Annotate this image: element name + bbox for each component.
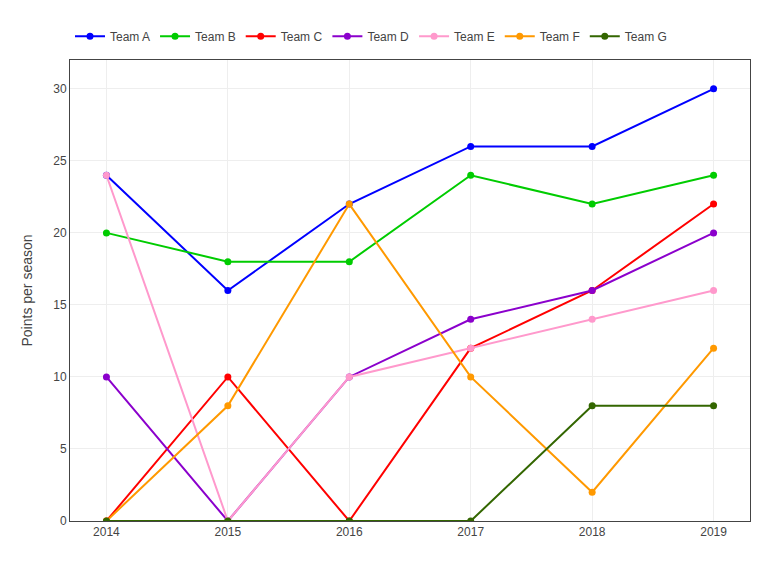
svg-text:10: 10 [53, 370, 67, 384]
svg-text:2016: 2016 [336, 525, 363, 539]
svg-text:15: 15 [53, 298, 67, 312]
svg-text:Team D: Team D [367, 30, 409, 44]
svg-text:25: 25 [53, 154, 67, 168]
svg-text:2014: 2014 [93, 525, 120, 539]
svg-text:5: 5 [60, 442, 67, 456]
svg-text:30: 30 [53, 82, 67, 96]
svg-text:2015: 2015 [215, 525, 242, 539]
svg-text:0: 0 [60, 514, 67, 528]
svg-text:Team E: Team E [454, 30, 495, 44]
svg-text:Team A: Team A [110, 30, 150, 44]
svg-text:2018: 2018 [579, 525, 606, 539]
svg-text:Team G: Team G [625, 30, 667, 44]
svg-text:2017: 2017 [457, 525, 484, 539]
svg-text:Team C: Team C [281, 30, 323, 44]
svg-text:Points per season: Points per season [19, 234, 35, 346]
svg-text:20: 20 [53, 226, 67, 240]
svg-text:Team F: Team F [540, 30, 580, 44]
svg-text:2019: 2019 [700, 525, 727, 539]
svg-text:Team B: Team B [195, 30, 236, 44]
